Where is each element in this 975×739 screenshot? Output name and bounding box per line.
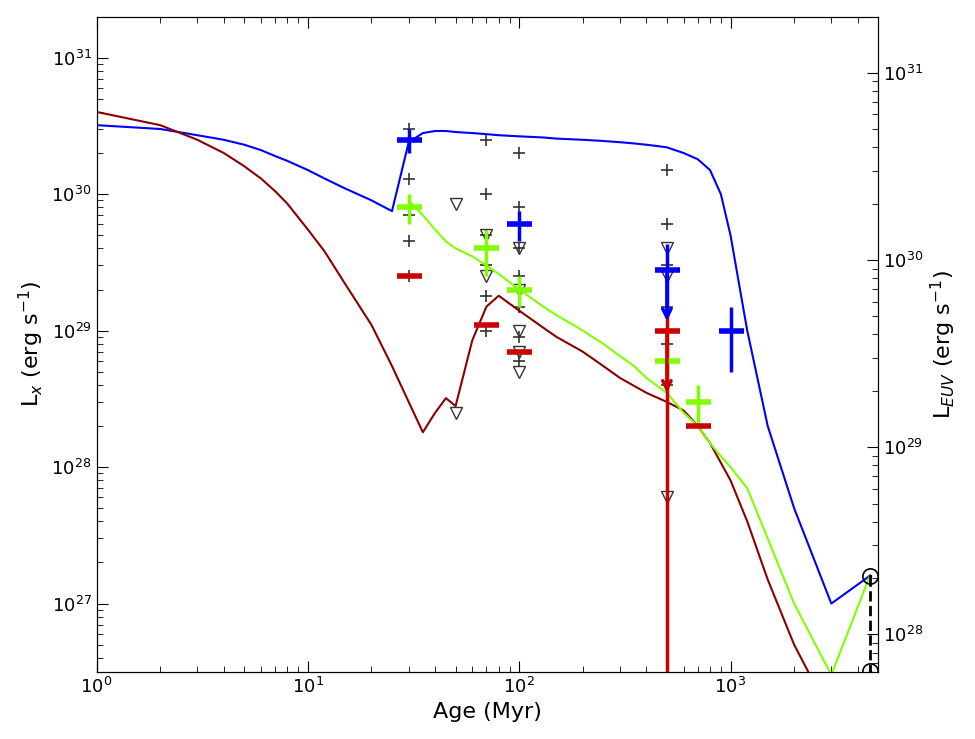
X-axis label: Age (Myr): Age (Myr) — [433, 702, 542, 722]
Y-axis label: L$_x$ (erg s$^{-1}$): L$_x$ (erg s$^{-1}$) — [17, 281, 46, 407]
Y-axis label: L$_{EUV}$ (erg s$^{-1}$): L$_{EUV}$ (erg s$^{-1}$) — [929, 270, 958, 419]
